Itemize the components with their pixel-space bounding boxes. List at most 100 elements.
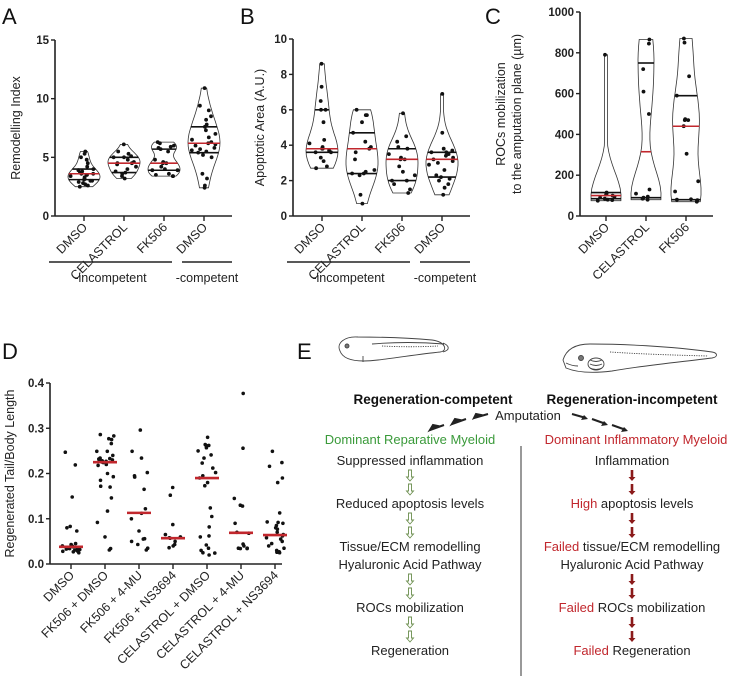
y-axis-label: ROCs mobilization [494,62,508,166]
data-point [281,521,285,526]
data-point [143,507,148,511]
data-point [401,111,405,116]
down-arrow-icon [405,526,415,539]
data-point [408,187,412,192]
down-arrow-icon [628,470,636,481]
data-point [98,432,103,437]
violin-outline [385,112,419,194]
data-point [145,470,150,475]
failed-prefix: Failed [544,539,579,554]
y-tick-label: 2 [281,176,287,188]
pathway-step: Suppressed inflammation [337,453,484,468]
data-point [372,168,377,172]
data-point [201,474,205,478]
data-point [204,122,209,127]
data-point [166,149,171,154]
data-point [212,146,217,150]
data-point [275,527,280,531]
data-point [265,520,270,524]
data-point [75,529,79,533]
y-tick-label: 0 [281,211,287,223]
data-point [196,150,201,155]
data-point [104,462,109,467]
y-axis-label: to the amputation plane (µm) [510,34,524,194]
data-point [63,450,68,455]
data-point [109,441,114,446]
data-point [122,176,127,181]
data-point [684,151,689,156]
data-point [602,196,607,201]
y-tick-label: 1000 [548,7,574,19]
data-point [203,483,207,488]
violin-outline [590,54,622,202]
data-point [210,514,214,519]
data-point [190,137,194,142]
data-point [129,517,134,521]
data-point [595,198,600,203]
y-tick-label: 0.0 [28,559,44,571]
step-text: apoptosis levels [597,496,694,511]
data-point [605,197,610,202]
step-text: Suppressed inflammation [337,453,484,468]
data-point [645,194,650,199]
pathway-step: High apoptosis levels [571,496,694,511]
y-tick-label: 0.1 [28,514,45,526]
data-point [641,67,646,71]
data-point [95,520,100,525]
incompetent-title: Regeneration-incompetent [546,392,718,407]
data-point [77,184,82,189]
data-point [323,107,328,112]
data-point [399,155,403,160]
data-point [103,535,107,539]
tadpole-incompetent-icon [562,343,717,373]
down-arrow-icon [628,617,636,628]
data-point [105,509,110,513]
data-point [159,164,164,169]
data-point [440,130,445,135]
data-point [70,495,74,499]
data-point [109,496,114,500]
x-tick-label: DMSO [174,220,211,257]
violin-outline [107,144,141,179]
down-arrow-icon [628,588,636,599]
data-point [111,155,116,160]
y-axis-label: Remodelling Index [9,75,23,179]
data-point [126,151,131,156]
data-point [105,471,110,476]
group-label: -incompetent [312,271,385,285]
y-tick-label: 0.2 [28,469,44,481]
data-point [641,195,646,200]
data-point [198,147,203,152]
panel-letter-e: E [297,339,312,364]
violin-outline [345,109,379,204]
y-tick-label: 400 [555,129,574,141]
data-point [241,446,245,451]
data-point [113,169,118,174]
data-point [98,484,103,489]
data-point [200,171,205,176]
panel-c-chart: 0 200 400 600 800 1000 ROCs mobilization to the… [494,7,713,283]
data-point [682,36,686,41]
data-point [280,476,285,480]
panel-letter-b: B [240,4,255,29]
data-point [358,192,363,197]
pathway-step: Hyaluronic Acid Pathway [338,557,482,572]
data-point [406,191,411,195]
data-point [213,551,217,555]
data-point [171,174,176,179]
pathway-step: Regeneration [371,643,449,658]
violin-outline [425,93,459,196]
competent-title: Regeneration-competent [353,392,513,407]
data-point [686,118,691,122]
data-point [451,155,455,160]
data-point [73,463,78,467]
data-point [204,128,208,133]
data-point [168,493,173,498]
y-tick-label: 10 [36,94,49,106]
data-point [351,130,355,135]
data-point [77,550,81,555]
data-point [139,456,144,460]
data-point [83,149,88,154]
data-point [307,141,312,146]
